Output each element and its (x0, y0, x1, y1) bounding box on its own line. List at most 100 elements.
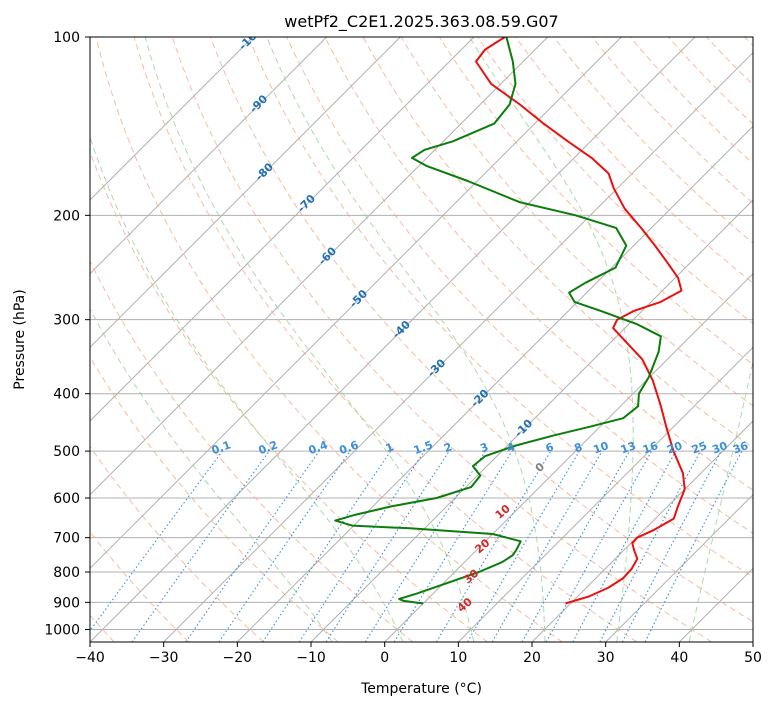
dry-adiabat-line (133, 37, 638, 642)
isotherm-line (752, 641, 753, 642)
isotherm-line (457, 346, 753, 642)
x-tick-label: 10 (449, 650, 467, 666)
dry-adiabat-line (90, 356, 339, 642)
mixing-ratio-label: 8 (572, 440, 584, 455)
mixing-ratio-label: 0.6 (338, 438, 361, 457)
dry-adiabat-line (324, 37, 753, 491)
mixing-ratio-line (90, 450, 223, 632)
plot-area: 0.1 0.2 0.4 0.6 1 1.5 2 3 4 6 8 10 13 16 20 25 30 36-100-… (90, 24, 753, 642)
x-tick-label: 20 (523, 650, 541, 666)
dry-adiabat-line (248, 37, 753, 578)
isotherm-line (90, 37, 622, 570)
temperature-profile-line (475, 37, 686, 605)
moist-adiabat-line (688, 358, 753, 642)
x-tick-label: −40 (75, 650, 105, 666)
isotherm-label: -30 (425, 356, 448, 379)
y-axis-label: Pressure (hPa) (12, 289, 28, 389)
mixing-ratio-line (644, 450, 743, 642)
isotherm-line (90, 37, 549, 496)
mixing-ratio-line (262, 450, 392, 642)
dry-adiabat-line (668, 37, 753, 125)
dry-adiabat-label: 20 (472, 536, 492, 556)
mixing-ratio-line (572, 450, 677, 642)
y-tick-label: 300 (53, 313, 80, 329)
x-tick-label: 0 (380, 650, 389, 666)
dry-adiabat-line (286, 37, 753, 534)
isotherm-line (384, 272, 753, 642)
moist-adiabat-line (144, 37, 475, 642)
isotherm-label: -100 (236, 24, 265, 53)
isotherm-label: -60 (316, 244, 339, 267)
mixing-ratio-label: 1.5 (412, 438, 435, 457)
y-tick-label: 200 (53, 208, 80, 224)
mixing-ratio-label: 0.4 (307, 438, 330, 457)
isotherm-line (605, 493, 753, 642)
mixing-ratio-line (325, 450, 450, 642)
dry-adiabat-label: 30 (461, 566, 481, 586)
x-axis-label: Temperature (°C) (360, 681, 482, 697)
isotherm-line (90, 37, 254, 201)
mixing-ratio-line (298, 450, 425, 642)
dry-adiabat-line (515, 37, 753, 284)
plot-frame (89, 36, 754, 643)
isotherm-line (310, 199, 753, 642)
isotherm-line (90, 37, 696, 642)
dry-adiabat-line (90, 150, 488, 642)
dry-adiabat-label: 40 (455, 595, 475, 615)
mixing-ratio-label: 16 (641, 439, 660, 457)
dry-adiabat-label: 0 (533, 460, 547, 475)
mixing-ratio-label: 3 (478, 440, 490, 455)
mixing-ratio-label: 20 (665, 439, 684, 457)
isotherm-line (90, 37, 401, 349)
mixing-ratio-label: 30 (710, 439, 729, 457)
mixing-ratio-line (545, 450, 653, 642)
isotherm-line (163, 51, 753, 642)
mixing-ratio-label: 0.1 (210, 438, 233, 457)
y-tick-label: 800 (53, 565, 80, 581)
mixing-ratio-label: 2 (442, 440, 454, 455)
isotherm-lines (90, 37, 753, 642)
x-tick-label: 50 (744, 650, 762, 666)
mixing-ratio-label: 13 (619, 439, 638, 456)
isotherm-label: -70 (295, 192, 318, 215)
mixing-ratio-line (393, 450, 513, 642)
mixing-ratio-line (131, 450, 270, 642)
dry-adiabat-line (95, 37, 563, 642)
mixing-ratio-label: 1 (384, 440, 396, 455)
isotherm-line (678, 567, 753, 642)
pressure-gridlines (90, 37, 753, 630)
mixing-ratio-label: 36 (731, 439, 750, 457)
mixing-ratio-label: 10 (592, 439, 611, 457)
y-axis-ticks: 100 200 300 400 500 600 700 800 900 1000 (44, 30, 90, 638)
isotherm-line (236, 125, 753, 642)
mixing-ratio-line (435, 450, 552, 642)
dry-adiabat-line (171, 37, 712, 642)
dewpoint-profile-line (334, 37, 662, 605)
dry-adiabat-line (744, 37, 753, 47)
x-tick-label: 30 (597, 650, 615, 666)
y-tick-label: 600 (53, 491, 80, 507)
isotherm-label: -20 (468, 387, 491, 410)
dry-adiabat-lines (90, 37, 753, 642)
isotherm-label: -80 (253, 160, 276, 183)
mixing-ratio-label: 4 (505, 440, 517, 455)
isotherm-line (90, 37, 475, 422)
mixing-ratio-label: 6 (544, 440, 556, 455)
dry-adiabat-line (90, 531, 190, 642)
dry-adiabat-line (553, 37, 753, 244)
isotherm-label: -10 (512, 416, 535, 439)
mixing-ratio-line (599, 450, 701, 642)
chart-title: wetPf2_C2E1.2025.363.08.59.G07 (284, 12, 558, 32)
mixing-ratio-label: 25 (690, 439, 709, 456)
isotherm-line (90, 37, 328, 275)
dry-adiabat-line (210, 37, 753, 623)
y-tick-label: 100 (53, 30, 80, 46)
mixing-ratio-line (521, 450, 630, 642)
y-tick-label: 1000 (44, 622, 80, 638)
mixing-ratio-label: 0.2 (257, 438, 280, 457)
y-tick-label: 400 (53, 387, 80, 403)
mixing-ratio-line (218, 450, 351, 642)
moist-adiabat-line (90, 308, 333, 642)
dry-adiabat-label: 10 (493, 502, 513, 522)
